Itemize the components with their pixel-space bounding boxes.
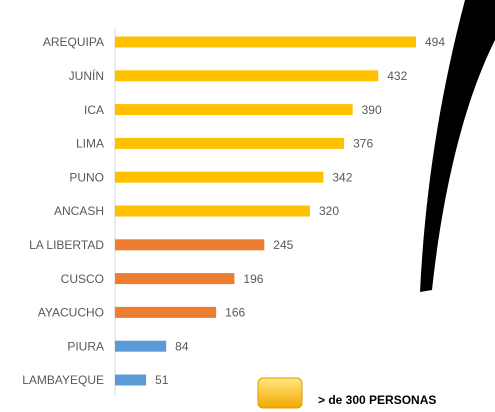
bar bbox=[115, 306, 217, 318]
bar bbox=[115, 239, 265, 251]
bar bbox=[115, 273, 235, 285]
category-label: PUNO bbox=[69, 170, 104, 184]
bar bbox=[115, 70, 379, 82]
category-label: PIURA bbox=[67, 339, 104, 353]
value-label: 376 bbox=[353, 137, 373, 151]
value-label: 320 bbox=[319, 204, 339, 218]
bar bbox=[115, 104, 353, 116]
value-label: 342 bbox=[332, 170, 352, 184]
value-label: 432 bbox=[387, 69, 407, 83]
bar bbox=[115, 374, 147, 386]
value-label: 390 bbox=[362, 103, 382, 117]
category-label: LAMBAYEQUE bbox=[22, 373, 104, 387]
category-label: JUNÍN bbox=[69, 68, 104, 83]
category-label: ICA bbox=[84, 103, 104, 117]
category-label: AREQUIPA bbox=[43, 35, 104, 49]
bar bbox=[115, 137, 345, 149]
bar bbox=[115, 340, 167, 352]
value-label: 166 bbox=[225, 306, 245, 320]
category-label: ANCASH bbox=[54, 204, 104, 218]
category-label: AYACUCHO bbox=[38, 306, 104, 320]
value-label: 245 bbox=[273, 238, 293, 252]
bar bbox=[115, 205, 310, 217]
category-label: CUSCO bbox=[61, 272, 104, 286]
value-label: 84 bbox=[175, 339, 189, 353]
value-label: 51 bbox=[155, 373, 169, 387]
bar bbox=[115, 171, 324, 183]
legend-swatch bbox=[257, 377, 303, 409]
category-label: LA LIBERTAD bbox=[29, 238, 104, 252]
bar bbox=[115, 36, 416, 48]
category-label: LIMA bbox=[76, 137, 104, 151]
value-label: 196 bbox=[243, 272, 263, 286]
legend-label: > de 300 PERSONAS bbox=[318, 393, 436, 407]
decoration-swoosh bbox=[420, 0, 495, 292]
value-label: 494 bbox=[425, 35, 445, 49]
